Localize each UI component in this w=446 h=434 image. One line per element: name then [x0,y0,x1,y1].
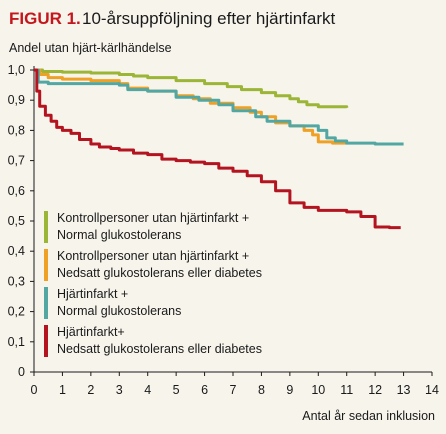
y-tick-label: 0,8 [8,123,25,137]
y-tick-label: 0,4 [8,244,25,258]
y-tick-label: 0,7 [8,154,25,168]
x-tick-label: 1 [59,383,66,397]
legend-label: Normal glukostolerans [57,228,181,242]
y-tick-label: 1,0 [8,63,25,77]
x-tick-label: 9 [286,383,293,397]
legend-label: Normal glukostolerans [57,304,181,318]
series-line-2 [34,68,349,145]
x-tick-label: 4 [144,383,151,397]
y-axis-title: Andel utan hjärt-kärlhändelse [9,41,172,55]
legend-label: Hjärtinfarkt+ [57,325,125,339]
y-tick-label: 0,6 [8,184,25,198]
x-tick-label: 13 [397,383,411,397]
y-tick-label: 0,3 [8,274,25,288]
legend-label: Nedsatt glukostolerans eller diabetes [57,266,262,280]
y-tick-label: 0,9 [8,93,25,107]
x-tick-label: 2 [87,383,94,397]
series-line-4 [34,68,401,230]
x-tick-label: 5 [173,383,180,397]
series-line-3 [34,68,404,146]
x-tick-label: 12 [368,383,382,397]
x-tick-label: 3 [116,383,123,397]
x-tick-label: 7 [230,383,237,397]
legend-label: Kontrollpersoner utan hjärtinfarkt + [57,211,249,225]
figure-title: 10-årsuppföljning efter hjärtinfarkt [82,9,336,28]
legend-label: Hjärtinfarkt + [57,287,128,301]
legend-label: Nedsatt glukostolerans eller diabetes [57,342,262,356]
legend: Kontrollpersoner utan hjärtinfarkt + Norm… [44,211,262,357]
x-tick-label: 8 [258,383,265,397]
legend-label: Kontrollpersoner utan hjärtinfarkt + [57,249,249,263]
x-tick-label: 14 [425,383,439,397]
x-tick-label: 0 [31,383,38,397]
x-tick-label: 10 [311,383,325,397]
y-tick-label: 0 [18,365,25,379]
x-tick-label: 6 [201,383,208,397]
series-line-1 [34,68,349,109]
y-tick-label: 0,1 [8,335,25,349]
y-tick-label: 0,2 [8,305,25,319]
x-axis-title: Antal år sedan inklusion [302,409,435,423]
plot-area: 00,10,20,30,40,50,60,70,80,91,00 1 2 3 4 5 6 7 8… [8,63,439,397]
figure-label: FIGUR 1. [9,9,81,28]
y-tick-label: 0,5 [8,214,25,228]
x-tick-label: 11 [340,383,353,397]
